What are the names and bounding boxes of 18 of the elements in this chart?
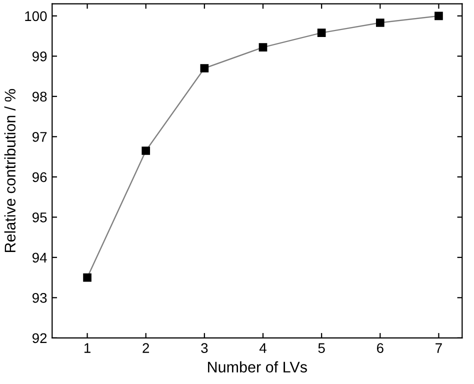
- y-tick-label: 96: [32, 172, 47, 182]
- x-axis-title: Number of LVs: [208, 361, 307, 373]
- y-tick-label: 95: [32, 212, 47, 222]
- y-tick-label: 93: [32, 293, 47, 303]
- y-tick-label: 97: [32, 132, 47, 142]
- y-tick-label: 100: [25, 11, 47, 22]
- y-tick-label: 99: [32, 52, 47, 62]
- y-tick-label: 94: [32, 252, 47, 263]
- x-tick-label: 3: [201, 343, 208, 353]
- x-tick-label: 4: [259, 343, 266, 353]
- y-tick-label: 98: [32, 92, 47, 102]
- y-axis-title: Relative contribution / %: [4, 89, 16, 252]
- y-tick-label: 92: [32, 333, 47, 344]
- x-tick-label: 6: [376, 343, 384, 353]
- x-tick-label: 7: [436, 343, 442, 353]
- x-tick-label: 1: [84, 343, 90, 353]
- x-tick-label: 5: [318, 343, 325, 353]
- x-tick-label: 2: [142, 343, 150, 353]
